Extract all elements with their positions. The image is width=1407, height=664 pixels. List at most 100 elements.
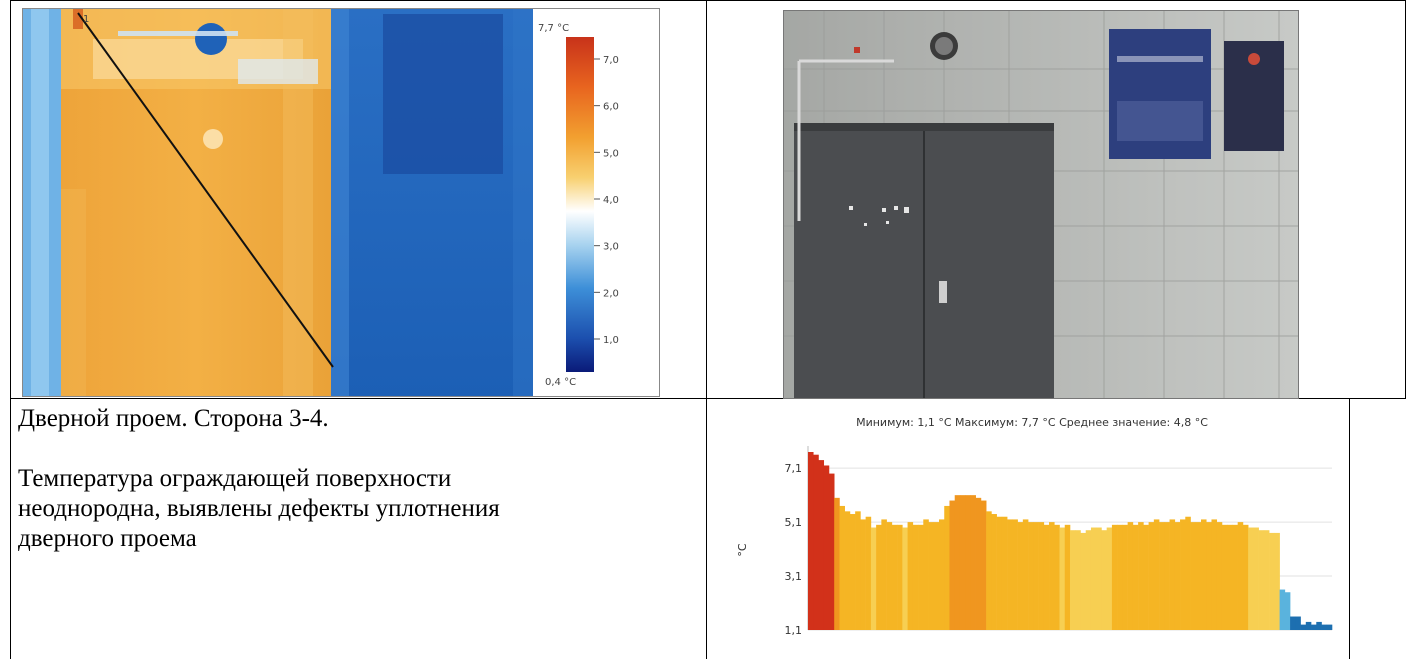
chart-bar: [1190, 522, 1197, 630]
scale-max-label: 7,7 °C: [538, 23, 569, 34]
chart-bar: [1269, 532, 1275, 630]
door-photo: [783, 10, 1299, 399]
chart-bar: [1201, 519, 1207, 630]
chart-bar: [1059, 527, 1066, 630]
chart-bar: [986, 511, 992, 630]
scale-tick-label: 4,0: [603, 195, 619, 206]
chart-bar: [1221, 524, 1228, 630]
table-border-left: [10, 0, 11, 659]
chart-bar: [1064, 524, 1071, 630]
chart-bar: [849, 514, 856, 630]
caption-line-3: дверного проема: [18, 525, 197, 552]
chart-bar: [1195, 522, 1202, 630]
chart-bar: [1117, 524, 1123, 630]
chart-bar: [876, 524, 882, 630]
chart-y-tick-label: 3,1: [785, 570, 803, 583]
chart-bar: [1174, 522, 1181, 630]
chart-bar: [1054, 524, 1060, 630]
chart-bar: [1138, 522, 1144, 630]
chart-bar: [918, 524, 924, 630]
scale-panel: [533, 9, 659, 396]
chart-bar: [933, 522, 940, 630]
chart-bar: [1248, 527, 1254, 630]
chart-y-axis-label: °C: [736, 543, 749, 557]
chart-bar: [944, 505, 950, 630]
chart-bar: [1242, 524, 1249, 630]
chart-title: Минимум: 1,1 °C Максимум: 7,7 °C Среднее…: [856, 416, 1208, 429]
chart-bar: [1085, 530, 1092, 630]
chart-bar: [1216, 522, 1223, 630]
chart-bar: [949, 500, 956, 630]
chart-bar: [1305, 621, 1312, 630]
chart-bar: [1316, 621, 1322, 630]
scale-tick-label: 7,0: [603, 55, 619, 66]
chart-bar: [1148, 522, 1155, 630]
temperature-chart-svg: Минимум: 1,1 °C Максимум: 7,7 °C Среднее…: [736, 416, 1333, 637]
color-scale-bar: [566, 37, 594, 372]
chart-y-tick-label: 1,1: [785, 624, 803, 637]
chart-bar: [897, 524, 903, 630]
chart-bar: [1033, 522, 1039, 630]
scale-tick-label: 6,0: [603, 102, 619, 113]
chart-bar: [1096, 527, 1102, 630]
chart-bar: [975, 497, 982, 630]
scale-min-label: 0,4 °C: [545, 377, 576, 388]
chart-bar: [996, 516, 1003, 630]
chart-bar: [1206, 522, 1212, 630]
chart-bar: [808, 452, 814, 630]
chart-bar: [923, 519, 929, 630]
table-border-right: [1405, 0, 1406, 399]
chart-bar: [1263, 530, 1270, 630]
chart-bar: [1038, 522, 1045, 630]
chart-y-tick-label: 7,1: [785, 462, 803, 475]
chart-bar: [1001, 516, 1008, 630]
chart-bar: [834, 497, 840, 630]
chart-bar: [1153, 519, 1160, 630]
chart-bar: [1159, 522, 1165, 630]
chart-bar: [902, 527, 908, 630]
chart-bar: [1164, 522, 1170, 630]
door-handle: [939, 281, 947, 303]
chart-cell-border-right: [1349, 399, 1350, 659]
table-row-divider: [10, 398, 1406, 399]
table-border-top: [10, 0, 1406, 1]
chart-bar: [860, 519, 866, 630]
chart-bar: [1258, 530, 1265, 630]
chart-bar: [928, 522, 935, 630]
chart-bar: [891, 524, 898, 630]
chart-bar: [907, 522, 914, 630]
caption-title: Дверной проем. Сторона 3-4.: [18, 405, 329, 432]
chart-bar: [1279, 589, 1286, 630]
chart-bar: [1090, 527, 1097, 630]
scale-tick-label: 2,0: [603, 288, 619, 299]
measurement-line: [77, 12, 334, 368]
chart-bar: [1028, 522, 1034, 630]
table-border-middle: [706, 0, 707, 659]
chart-bar: [1122, 524, 1128, 630]
chart-bar: [1049, 522, 1055, 630]
chart-bar: [980, 500, 987, 630]
caption-line-1: Температура ограждающей поверхности: [18, 465, 452, 492]
chart-bar: [1326, 624, 1333, 630]
chart-bar: [1022, 519, 1029, 630]
caption-cell: Дверной проем. Сторона 3-4. Температура …: [18, 404, 698, 554]
thermogram-image: 1 7,7 °C 0,4 °C 7,0 6,0 5,0 4,0 3,0 2,0 1,0: [22, 8, 660, 397]
chart-bar: [970, 495, 976, 630]
chart-bar: [818, 460, 825, 630]
chart-bar: [886, 522, 893, 630]
chart-bar: [1311, 624, 1317, 630]
chart-bar: [1111, 524, 1118, 630]
chart-bar: [1169, 519, 1176, 630]
chart-bar: [1232, 524, 1238, 630]
door-marks: [849, 206, 909, 226]
caption-line-2: неоднородна, выявлены дефекты уплотнения: [18, 495, 500, 522]
chart-bar: [1043, 524, 1050, 630]
temperature-chart: Минимум: 1,1 °C Максимум: 7,7 °C Среднее…: [712, 400, 1348, 659]
chart-bar: [844, 511, 851, 630]
scale-tick-label: 5,0: [603, 148, 619, 159]
chart-bar: [1101, 530, 1107, 630]
scale-ticks: 7,0 6,0 5,0 4,0 3,0 2,0 1,0: [594, 55, 619, 346]
chart-bar: [1211, 519, 1218, 630]
scale-tick-label: 3,0: [603, 242, 619, 253]
chart-bar: [959, 495, 966, 630]
